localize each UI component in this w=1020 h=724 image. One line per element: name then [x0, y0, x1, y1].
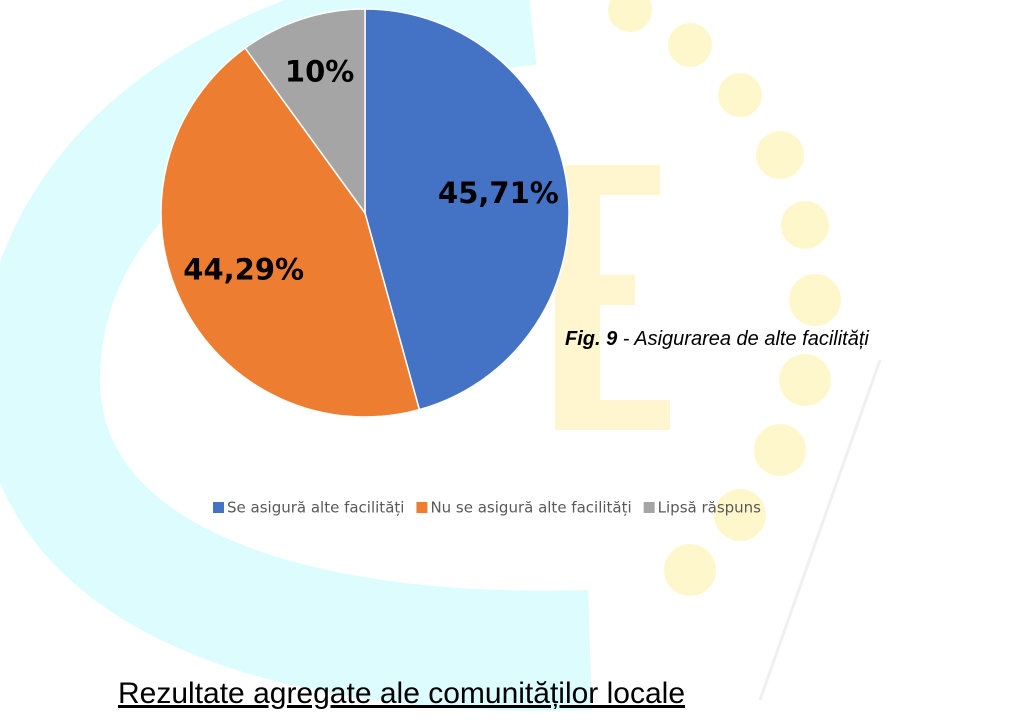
figure-caption: Fig. 9 - Asigurarea de alte facilități	[565, 328, 869, 350]
legend-label: Lipsă răspuns	[658, 499, 762, 517]
legend-swatch	[416, 502, 427, 513]
legend-swatch	[213, 502, 224, 513]
caption-text: - Asigurarea de alte facilități	[623, 328, 870, 350]
legend-label: Nu se asigură alte facilități	[430, 499, 631, 517]
page: 45,71% 44,29% 10% Se asigură alte facilităț…	[0, 0, 1020, 724]
data-label: 10%	[285, 54, 354, 88]
legend-label: Se asigură alte facilități	[227, 499, 404, 517]
data-label: 44,29%	[183, 252, 304, 286]
caption-label: Fig. 9	[565, 328, 618, 350]
data-label: 45,71%	[438, 176, 559, 210]
legend-swatch	[644, 502, 655, 513]
section-heading: Rezultate agregate ale comunităților loc…	[118, 677, 685, 710]
pie-chart: 45,71% 44,29% 10% Se asigură alte facilităț…	[161, 9, 761, 517]
